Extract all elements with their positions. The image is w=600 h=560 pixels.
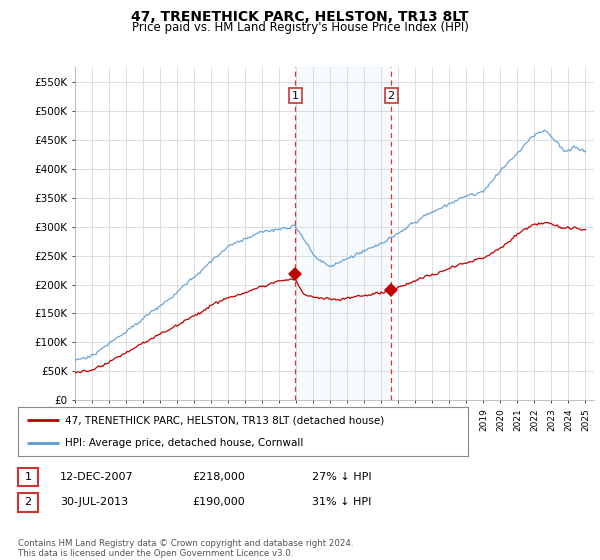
Bar: [295, 67, 391, 400]
Text: £190,000: £190,000: [192, 497, 245, 507]
Text: 12-DEC-2007: 12-DEC-2007: [60, 472, 134, 482]
Text: £218,000: £218,000: [192, 472, 245, 482]
Text: Contains HM Land Registry data © Crown copyright and database right 2024.
This d: Contains HM Land Registry data © Crown c…: [18, 539, 353, 558]
Text: 30-JUL-2013: 30-JUL-2013: [60, 497, 128, 507]
Text: 2: 2: [25, 497, 31, 507]
Text: 2: 2: [388, 91, 395, 101]
Text: Price paid vs. HM Land Registry's House Price Index (HPI): Price paid vs. HM Land Registry's House …: [131, 21, 469, 34]
Text: 1: 1: [292, 91, 299, 101]
Text: 1: 1: [25, 472, 31, 482]
Text: 27% ↓ HPI: 27% ↓ HPI: [312, 472, 371, 482]
Text: 47, TRENETHICK PARC, HELSTON, TR13 8LT: 47, TRENETHICK PARC, HELSTON, TR13 8LT: [131, 10, 469, 24]
Text: HPI: Average price, detached house, Cornwall: HPI: Average price, detached house, Corn…: [65, 438, 304, 448]
Text: 47, TRENETHICK PARC, HELSTON, TR13 8LT (detached house): 47, TRENETHICK PARC, HELSTON, TR13 8LT (…: [65, 416, 385, 426]
Text: 31% ↓ HPI: 31% ↓ HPI: [312, 497, 371, 507]
